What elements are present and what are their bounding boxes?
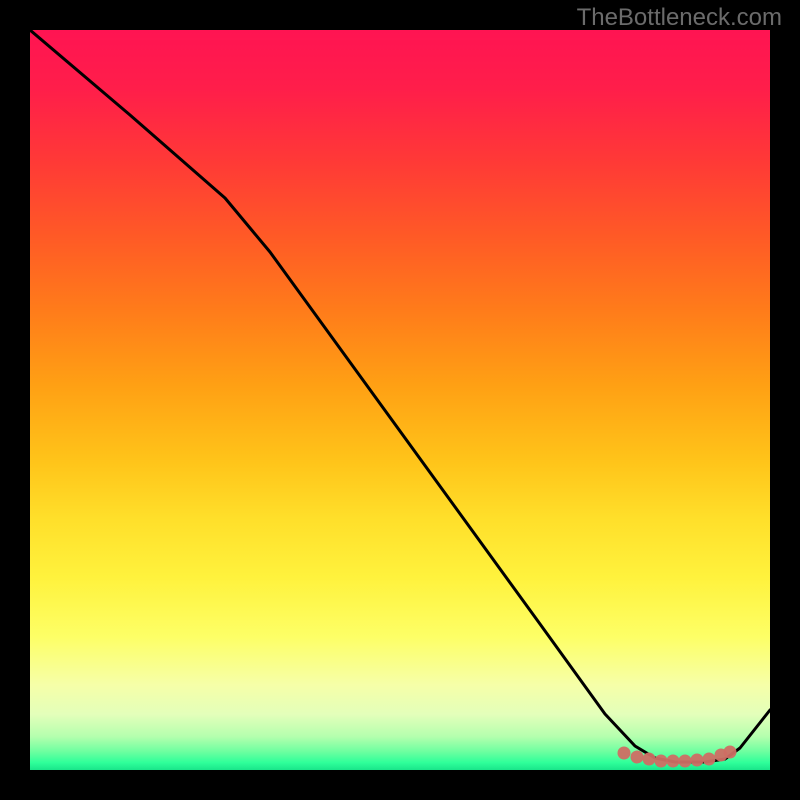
scatter-point [667, 755, 680, 768]
scatter-point [631, 751, 644, 764]
scatter-point [703, 753, 716, 766]
scatter-point [643, 753, 656, 766]
scatter-point [679, 755, 692, 768]
scatter-point [691, 754, 704, 767]
scatter-point [618, 747, 631, 760]
gradient-background [30, 30, 770, 770]
scatter-point [724, 746, 737, 759]
scatter-point [655, 755, 668, 768]
chart-svg [30, 30, 770, 770]
watermark-text: TheBottleneck.com [577, 4, 782, 32]
plot-area [30, 30, 770, 770]
